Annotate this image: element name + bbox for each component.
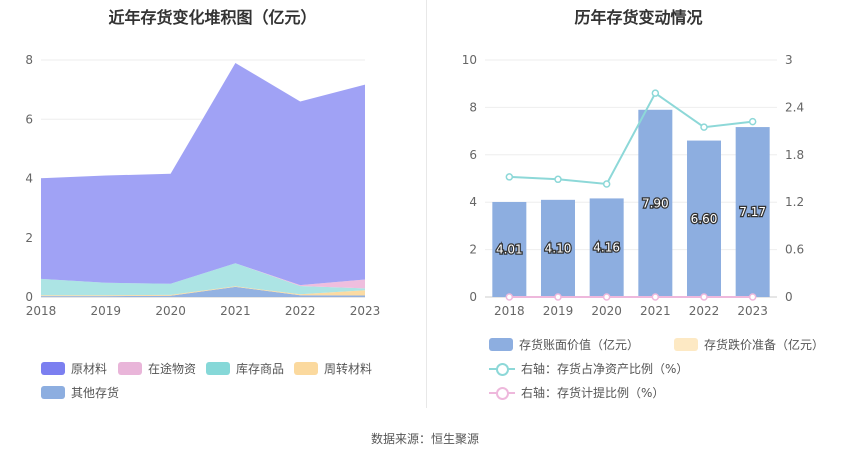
y2-tick-label: 0.6 bbox=[785, 243, 804, 257]
bar-line-chart: 0 2 4 6 8 10 0 0.6 1.2 1.8 2.4 3 2018 2019 2020 2021 202… bbox=[462, 53, 804, 318]
legend-label: 原材料 bbox=[71, 362, 108, 376]
bar bbox=[589, 198, 624, 297]
line-point bbox=[554, 175, 562, 184]
x-tick-label: 2019 bbox=[543, 304, 574, 318]
legend-swatch bbox=[206, 362, 230, 375]
bar bbox=[541, 199, 575, 297]
bar-data-label: 4.16 bbox=[593, 241, 620, 255]
legend-swatch bbox=[41, 362, 65, 375]
bar-data-label: 4.01 bbox=[496, 242, 523, 256]
stacked-area-panel: 近年存货变化堆积图（亿元） 0 2 4 6 8 2018 2019 2020 2021 2022 2… bbox=[0, 0, 425, 420]
legend-label: 右轴：存货计提比例（%） bbox=[521, 386, 665, 400]
y-tick-label: 6 bbox=[25, 112, 33, 126]
bar-data-label: 7.90 bbox=[642, 196, 669, 210]
legend-swatch bbox=[41, 386, 65, 399]
y2-tick-label: 2.4 bbox=[785, 100, 804, 114]
line-point bbox=[700, 123, 708, 131]
line-series bbox=[509, 91, 753, 186]
legend-item[interactable]: 其他存货 bbox=[41, 384, 119, 401]
legend-swatch bbox=[489, 338, 513, 351]
line-point bbox=[505, 173, 514, 181]
area-在途物资 bbox=[41, 263, 365, 289]
y-tick-label: 6 bbox=[469, 148, 477, 162]
bar bbox=[735, 127, 770, 297]
legend-item[interactable]: 存货跌价准备（亿元） bbox=[674, 336, 824, 353]
y-tick-label: 0 bbox=[469, 290, 477, 304]
line-point bbox=[651, 89, 660, 97]
data-source: 数据来源：恒生聚源 bbox=[370, 432, 479, 446]
legend-swatch bbox=[489, 362, 515, 376]
y2-tick-label: 0 bbox=[785, 290, 793, 304]
legend-label: 存货跌价准备（亿元） bbox=[704, 338, 825, 352]
x-tick-label: 2020 bbox=[591, 304, 622, 318]
x-tick-label: 2023 bbox=[737, 304, 768, 318]
legend-swatch bbox=[294, 362, 318, 375]
y-tick-label: 8 bbox=[25, 53, 33, 67]
y-tick-label: 2 bbox=[469, 243, 477, 257]
bar bbox=[492, 201, 527, 297]
legend-swatch bbox=[489, 386, 515, 400]
line-point bbox=[602, 180, 611, 188]
line-point bbox=[554, 293, 562, 301]
legend-item[interactable]: 存货账面价值（亿元） bbox=[489, 336, 639, 353]
right-chart-title: 历年存货变动情况 bbox=[574, 8, 703, 27]
x-tick-label: 2023 bbox=[350, 304, 381, 318]
legend-item[interactable]: 原材料 bbox=[41, 360, 107, 377]
y-tick-label: 2 bbox=[25, 231, 33, 245]
legend-label: 在途物资 bbox=[148, 362, 197, 376]
y-tick-label: 4 bbox=[25, 172, 33, 186]
y-tick-label: 4 bbox=[469, 195, 477, 209]
legend-item[interactable]: 右轴：存货计提比例（%） bbox=[489, 384, 664, 401]
y2-tick-label: 1.8 bbox=[785, 148, 804, 162]
legend-swatch bbox=[674, 338, 698, 351]
y2-tick-label: 3 bbox=[785, 53, 793, 67]
x-tick-label: 2018 bbox=[26, 304, 57, 318]
legend-label: 周转材料 bbox=[324, 362, 373, 376]
legend-item[interactable]: 周转材料 bbox=[294, 360, 372, 377]
x-tick-label: 2019 bbox=[91, 304, 122, 318]
bar-data-label: 7.17 bbox=[739, 205, 766, 219]
legend-label: 存货账面价值（亿元） bbox=[519, 338, 640, 352]
x-tick-label: 2022 bbox=[285, 304, 316, 318]
line-point bbox=[700, 293, 708, 301]
bar-line-panel: 历年存货变动情况 0 2 4 6 8 10 0 0.6 1.2 1.8 2.4 3 2018 2019 20… bbox=[427, 0, 850, 420]
panel-divider bbox=[426, 0, 427, 408]
x-tick-label: 2020 bbox=[155, 304, 186, 318]
right-legend: 存货账面价值（亿元） 存货跌价准备（亿元） 右轴：存货占净资产比例（%） 右轴：存货计… bbox=[427, 0, 850, 420]
y-tick-label: 10 bbox=[462, 53, 477, 67]
area-其他存货 bbox=[41, 286, 365, 297]
line-point bbox=[651, 293, 660, 301]
x-tick-label: 2022 bbox=[689, 304, 720, 318]
legend-swatch bbox=[118, 362, 142, 375]
left-legend: 原材料 在途物资 库存商品 周转材料其他存货 bbox=[0, 0, 425, 420]
area-原材料 bbox=[41, 63, 365, 286]
legend-label: 右轴：存货占净资产比例（%） bbox=[521, 362, 689, 376]
area-库存商品 bbox=[41, 263, 365, 296]
line-point bbox=[748, 293, 757, 301]
legend-item[interactable]: 在途物资 bbox=[118, 360, 196, 377]
x-tick-label: 2018 bbox=[494, 304, 525, 318]
stacked-area-chart: 0 2 4 6 8 2018 2019 2020 2021 2022 2023 bbox=[25, 53, 381, 318]
area-周转材料 bbox=[41, 286, 365, 297]
line-point bbox=[748, 117, 757, 126]
legend-item[interactable]: 库存商品 bbox=[206, 360, 284, 377]
y2-tick-label: 1.2 bbox=[785, 195, 804, 209]
bar-data-label: 6.60 bbox=[691, 212, 718, 226]
legend-label: 库存商品 bbox=[236, 362, 285, 376]
left-chart-title: 近年存货变化堆积图（亿元） bbox=[108, 8, 317, 27]
legend-item[interactable]: 右轴：存货占净资产比例（%） bbox=[489, 360, 688, 377]
x-tick-label: 2021 bbox=[640, 304, 671, 318]
line-point bbox=[505, 293, 514, 301]
legend-label: 其他存货 bbox=[71, 386, 120, 400]
x-tick-label: 2021 bbox=[220, 304, 251, 318]
y-tick-label: 0 bbox=[25, 290, 33, 304]
bar-data-label: 4.10 bbox=[545, 241, 572, 255]
line-point bbox=[602, 293, 611, 301]
bar bbox=[687, 140, 721, 297]
bar bbox=[638, 109, 673, 298]
y-tick-label: 8 bbox=[469, 100, 477, 114]
